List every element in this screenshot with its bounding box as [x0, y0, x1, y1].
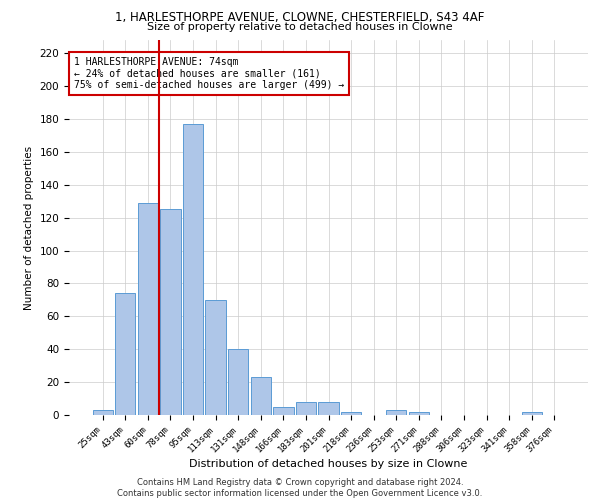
Text: 1, HARLESTHORPE AVENUE, CLOWNE, CHESTERFIELD, S43 4AF: 1, HARLESTHORPE AVENUE, CLOWNE, CHESTERF… — [115, 11, 485, 24]
Bar — [273, 407, 293, 415]
Bar — [319, 402, 338, 415]
Y-axis label: Number of detached properties: Number of detached properties — [24, 146, 34, 310]
Bar — [228, 349, 248, 415]
Bar — [409, 412, 429, 415]
Bar — [160, 210, 181, 415]
Bar — [341, 412, 361, 415]
Text: Contains HM Land Registry data © Crown copyright and database right 2024.
Contai: Contains HM Land Registry data © Crown c… — [118, 478, 482, 498]
Bar — [386, 410, 406, 415]
Bar — [296, 402, 316, 415]
Bar — [521, 412, 542, 415]
Bar — [183, 124, 203, 415]
Bar — [251, 377, 271, 415]
Bar — [115, 294, 136, 415]
X-axis label: Distribution of detached houses by size in Clowne: Distribution of detached houses by size … — [190, 460, 467, 469]
Bar — [205, 300, 226, 415]
Text: Size of property relative to detached houses in Clowne: Size of property relative to detached ho… — [147, 22, 453, 32]
Text: 1 HARLESTHORPE AVENUE: 74sqm
← 24% of detached houses are smaller (161)
75% of s: 1 HARLESTHORPE AVENUE: 74sqm ← 24% of de… — [74, 57, 344, 90]
Bar — [138, 203, 158, 415]
Bar — [92, 410, 113, 415]
